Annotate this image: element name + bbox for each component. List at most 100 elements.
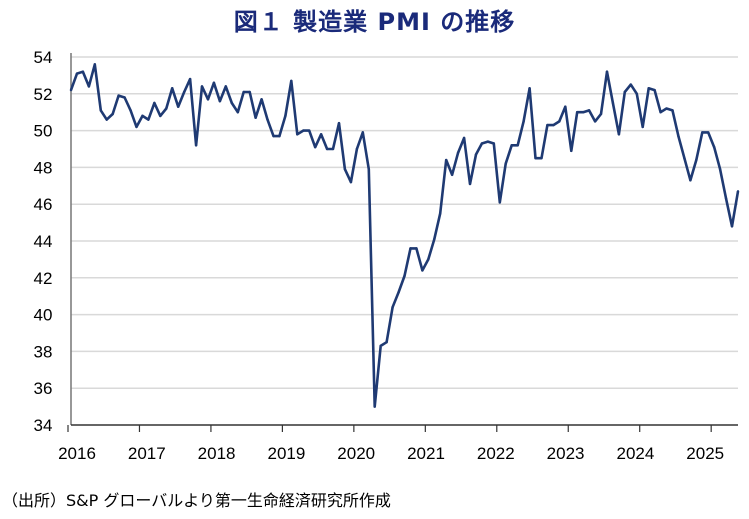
data-point — [623, 90, 627, 94]
data-point — [522, 120, 525, 123]
data-point — [218, 99, 222, 103]
data-point — [486, 140, 490, 143]
data-point — [635, 92, 638, 96]
data-point — [695, 158, 698, 162]
data-point — [450, 173, 454, 176]
x-tick-label: 2018 — [198, 444, 236, 463]
data-point — [605, 70, 609, 73]
x-axis: 2016 2017 2018 2019 2020 2021 2022 2023 2024 2025 — [58, 53, 738, 463]
data-point — [391, 306, 394, 309]
data-point — [712, 145, 716, 149]
data-point — [671, 109, 674, 112]
y-tick-label: 42 — [34, 269, 53, 288]
data-point — [81, 70, 85, 73]
data-point — [105, 118, 108, 121]
data-point — [194, 144, 198, 147]
data-point — [93, 63, 97, 66]
data-point — [325, 147, 329, 151]
y-tick-label: 48 — [34, 158, 53, 177]
y-tick-label: 50 — [34, 122, 53, 141]
data-point — [123, 96, 126, 99]
data-point — [75, 72, 79, 75]
y-tick-label: 36 — [34, 379, 53, 398]
data-point — [659, 111, 662, 114]
data-point — [188, 77, 192, 81]
data-point — [480, 142, 484, 145]
x-tick-label: 2016 — [58, 444, 96, 463]
data-point — [349, 180, 353, 184]
data-point — [730, 225, 734, 228]
data-point — [498, 201, 501, 204]
data-point — [468, 182, 472, 186]
x-tick-label: 2024 — [616, 444, 654, 463]
series-layer — [69, 63, 740, 408]
data-point — [707, 131, 710, 134]
data-point — [587, 109, 591, 112]
y-tick-label: 40 — [34, 306, 53, 325]
data-point — [617, 133, 621, 136]
data-point — [319, 133, 323, 136]
data-point — [308, 129, 311, 132]
x-tick-label: 2021 — [407, 444, 445, 463]
data-point — [677, 134, 680, 138]
data-point — [421, 269, 424, 272]
data-point — [689, 179, 692, 182]
data-point — [236, 111, 239, 114]
data-point — [171, 87, 174, 90]
data-point — [230, 101, 233, 105]
data-point — [397, 291, 400, 294]
data-point — [433, 237, 436, 241]
data-point — [599, 112, 603, 116]
data-point — [683, 157, 686, 160]
data-point — [272, 134, 275, 138]
data-point — [409, 247, 412, 250]
data-point — [337, 122, 341, 125]
data-point — [296, 133, 299, 136]
data-point — [534, 157, 537, 160]
data-point — [593, 120, 597, 123]
data-point — [724, 197, 728, 200]
x-tick-label: 2022 — [477, 444, 515, 463]
x-tick-label: 2019 — [267, 444, 305, 463]
data-point — [242, 90, 245, 94]
data-point — [653, 88, 656, 92]
data-point — [540, 157, 543, 160]
x-tick-label: 2025 — [686, 444, 724, 463]
data-point — [159, 114, 162, 118]
data-point — [510, 144, 513, 147]
data-point — [343, 168, 347, 171]
data-point — [385, 341, 388, 344]
data-point — [462, 136, 466, 140]
data-point — [492, 142, 496, 145]
data-point — [355, 147, 359, 151]
y-tick-label: 54 — [34, 48, 53, 67]
y-tick-label: 52 — [34, 85, 53, 104]
data-point — [456, 151, 460, 154]
data-point — [415, 247, 418, 250]
data-point — [117, 94, 120, 97]
data-point — [206, 98, 210, 101]
data-point — [367, 168, 370, 171]
data-point — [718, 168, 722, 171]
data-point — [313, 145, 317, 149]
data-point — [331, 147, 335, 151]
data-point — [254, 116, 257, 119]
chart-title: 図１ 製造業 PMI の推移 — [233, 8, 516, 36]
data-point — [564, 105, 567, 108]
data-point — [546, 123, 549, 127]
data-point — [439, 212, 442, 215]
data-point — [111, 112, 114, 116]
data-point — [641, 125, 644, 129]
data-point — [552, 123, 555, 127]
data-point — [444, 158, 448, 162]
data-point — [266, 118, 269, 121]
data-point — [516, 144, 519, 147]
data-point — [248, 90, 251, 94]
data-point — [474, 153, 478, 156]
data-point — [576, 111, 579, 114]
data-point — [182, 90, 186, 94]
y-tick-label: 44 — [34, 232, 53, 251]
data-point — [581, 111, 585, 114]
y-axis-ticks: 34 36 38 40 42 44 46 48 50 52 54 — [34, 48, 53, 435]
